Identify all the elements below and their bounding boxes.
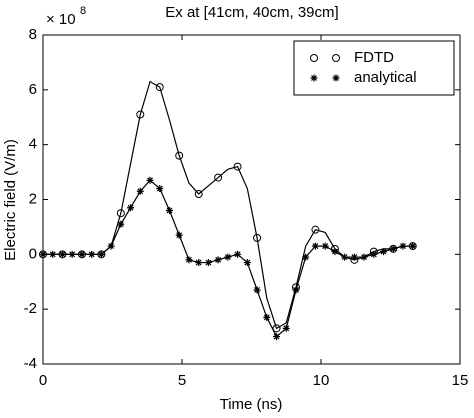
data-point	[175, 231, 183, 239]
y-scale-base: × 10	[46, 11, 76, 28]
data-point	[97, 250, 105, 258]
x-tick-label: 5	[178, 372, 186, 389]
data-point	[78, 250, 86, 258]
data-point	[311, 242, 319, 250]
y-tick-label: -4	[24, 355, 37, 372]
data-point	[360, 253, 368, 261]
data-point	[68, 250, 76, 258]
data-point	[214, 173, 223, 182]
data-point	[195, 259, 203, 267]
y-tick-label: 0	[29, 245, 37, 262]
data-point	[156, 185, 164, 193]
legend-marker	[332, 54, 340, 62]
data-point	[39, 250, 47, 258]
data-point	[350, 253, 358, 261]
data-point	[243, 259, 251, 267]
data-point	[399, 242, 407, 250]
data-point	[389, 245, 397, 253]
data-point	[49, 250, 57, 258]
data-point	[292, 286, 300, 294]
x-axis-label: Time (ns)	[220, 396, 283, 413]
y-tick-label: -2	[24, 300, 37, 317]
data-point	[194, 190, 203, 199]
data-point	[107, 242, 115, 250]
legend-label: FDTD	[354, 49, 394, 66]
data-point	[185, 256, 193, 264]
data-point	[282, 324, 290, 332]
data-point	[380, 248, 388, 256]
data-point	[224, 253, 232, 261]
legend-marker	[310, 54, 318, 62]
data-point	[136, 110, 145, 119]
data-point	[116, 209, 125, 218]
legend-marker	[310, 74, 318, 82]
data-point	[302, 253, 310, 261]
data-point	[214, 256, 222, 264]
y-tick-label: 2	[29, 190, 37, 207]
data-point	[341, 253, 349, 261]
data-point	[117, 220, 125, 228]
legend-marker	[332, 74, 340, 82]
chart-title: Ex at [41cm, 40cm, 39cm]	[165, 4, 338, 21]
legend-box	[293, 40, 455, 96]
x-tick-label: 0	[39, 372, 47, 389]
data-point	[253, 233, 262, 242]
data-point	[127, 204, 135, 212]
data-point	[331, 248, 339, 256]
data-point	[136, 187, 144, 195]
y-tick-label: 8	[29, 26, 37, 43]
y-axis-label: Electric field (V/m)	[2, 139, 19, 261]
series-line	[43, 80, 413, 330]
legend-label: analytical	[354, 69, 417, 86]
data-point	[311, 225, 320, 234]
data-point	[204, 259, 212, 267]
data-point	[58, 250, 66, 258]
data-point	[263, 313, 271, 321]
data-point	[370, 250, 378, 258]
data-point	[234, 250, 242, 258]
data-point	[409, 242, 417, 250]
data-point	[88, 250, 96, 258]
data-point	[233, 162, 242, 171]
data-point	[175, 151, 184, 160]
data-point	[165, 206, 173, 214]
data-point	[155, 83, 164, 92]
y-scale-exponent: 8	[80, 5, 86, 17]
data-point	[253, 286, 261, 294]
x-tick-label: 10	[313, 372, 330, 389]
y-tick-label: 4	[29, 136, 37, 153]
x-tick-label: 15	[452, 372, 469, 389]
data-point	[146, 176, 154, 184]
data-point	[273, 333, 281, 341]
data-point	[321, 242, 329, 250]
y-tick-label: 6	[29, 81, 37, 98]
